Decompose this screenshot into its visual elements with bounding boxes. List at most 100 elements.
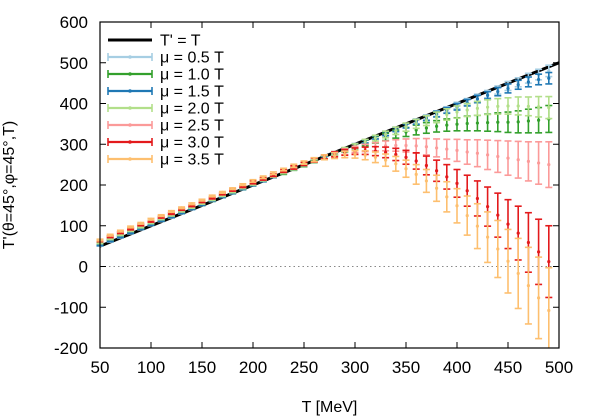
data-point: [210, 194, 214, 198]
legend-marker: [128, 123, 132, 127]
legend-marker: [128, 55, 132, 59]
data-point: [404, 155, 408, 159]
data-point: [404, 125, 408, 129]
data-point: [486, 105, 490, 109]
data-point: [496, 104, 500, 108]
data-point: [180, 206, 184, 210]
data-point: [414, 128, 418, 132]
y-tick-label: -200: [54, 339, 88, 358]
data-point: [394, 152, 398, 157]
x-tick-label: 400: [443, 358, 471, 377]
legend-label: μ = 3.0 T: [160, 135, 224, 152]
data-point: [506, 86, 510, 91]
data-point: [384, 158, 388, 162]
data-point: [537, 250, 541, 254]
legend-marker: [128, 72, 132, 76]
data-point: [516, 231, 520, 235]
data-point: [537, 296, 541, 300]
data-point: [455, 204, 459, 208]
data-point: [108, 233, 112, 237]
data-point: [465, 213, 469, 218]
data-point: [435, 169, 439, 173]
data-point: [465, 150, 469, 154]
data-point: [516, 104, 520, 108]
y-tick-label: 500: [60, 54, 88, 73]
legend-entry: μ = 1.5 T: [107, 84, 224, 101]
legend-marker: [128, 89, 132, 93]
data-point: [394, 129, 398, 133]
data-point: [526, 80, 531, 84]
data-point: [322, 155, 326, 159]
data-point: [537, 105, 541, 109]
data-point: [373, 155, 377, 159]
data-point: [496, 213, 500, 217]
legend-label: μ = 2.0 T: [160, 101, 224, 118]
data-point: [129, 225, 133, 229]
data-point: [149, 217, 153, 221]
data-point: [506, 222, 510, 226]
legend-label: μ = 3.5 T: [160, 152, 224, 169]
series-6: [96, 149, 553, 348]
data-point: [414, 159, 418, 163]
legend-entry: μ = 1.0 T: [107, 67, 224, 84]
y-tick-label: 100: [60, 217, 88, 236]
data-point: [486, 93, 490, 97]
legend: T' = Tμ = 0.5 Tμ = 1.0 Tμ = 1.5 Tμ = 2.0…: [107, 33, 224, 169]
data-point: [241, 182, 245, 187]
data-point: [118, 229, 122, 233]
y-tick-label: 200: [60, 176, 88, 195]
legend-entry: μ = 3.5 T: [107, 152, 224, 169]
x-tick-label: 50: [91, 358, 110, 377]
x-tick-label: 300: [341, 358, 369, 377]
data-point: [220, 190, 224, 194]
y-tick-label: 600: [60, 13, 88, 32]
data-point: [404, 167, 408, 171]
data-point: [445, 112, 449, 117]
data-point: [139, 221, 143, 225]
data-point: [526, 104, 531, 108]
data-point: [547, 308, 551, 313]
legend-entry: μ = 3.0 T: [107, 135, 224, 152]
data-point: [424, 145, 428, 149]
data-point: [424, 163, 428, 168]
data-point: [435, 186, 439, 190]
data-point: [363, 140, 367, 144]
legend-label: μ = 0.5 T: [160, 50, 224, 67]
data-point: [455, 110, 459, 114]
data-point: [435, 115, 439, 119]
data-point: [496, 120, 500, 124]
data-point: [414, 122, 418, 126]
data-point: [384, 132, 388, 137]
legend-label: μ = 2.5 T: [160, 118, 224, 135]
data-point: [475, 97, 479, 101]
legend-label: μ = 1.0 T: [160, 67, 224, 84]
data-point: [496, 90, 500, 94]
y-tick-label: 300: [60, 135, 88, 154]
data-point: [363, 153, 367, 157]
data-point: [486, 153, 490, 157]
data-point: [465, 108, 469, 112]
y-tick-label: 400: [60, 95, 88, 114]
data-point: [414, 144, 418, 148]
data-point: [455, 148, 459, 152]
data-point: [475, 196, 479, 201]
data-point: [343, 152, 347, 157]
data-point: [333, 154, 337, 158]
data-point: [373, 136, 377, 140]
data-point: [190, 202, 194, 206]
legend-label: T' = T: [160, 33, 201, 50]
data-point: [537, 77, 541, 82]
data-point: [516, 83, 520, 87]
data-point: [506, 104, 510, 108]
plot-layer: [96, 61, 560, 348]
y-tick-label: -100: [54, 298, 88, 317]
data-point: [302, 160, 306, 165]
data-point: [445, 123, 449, 127]
data-point: [445, 195, 449, 199]
data-point: [537, 161, 541, 165]
data-point: [516, 271, 520, 276]
x-tick-label: 150: [188, 358, 216, 377]
legend-label: μ = 1.5 T: [160, 84, 224, 101]
